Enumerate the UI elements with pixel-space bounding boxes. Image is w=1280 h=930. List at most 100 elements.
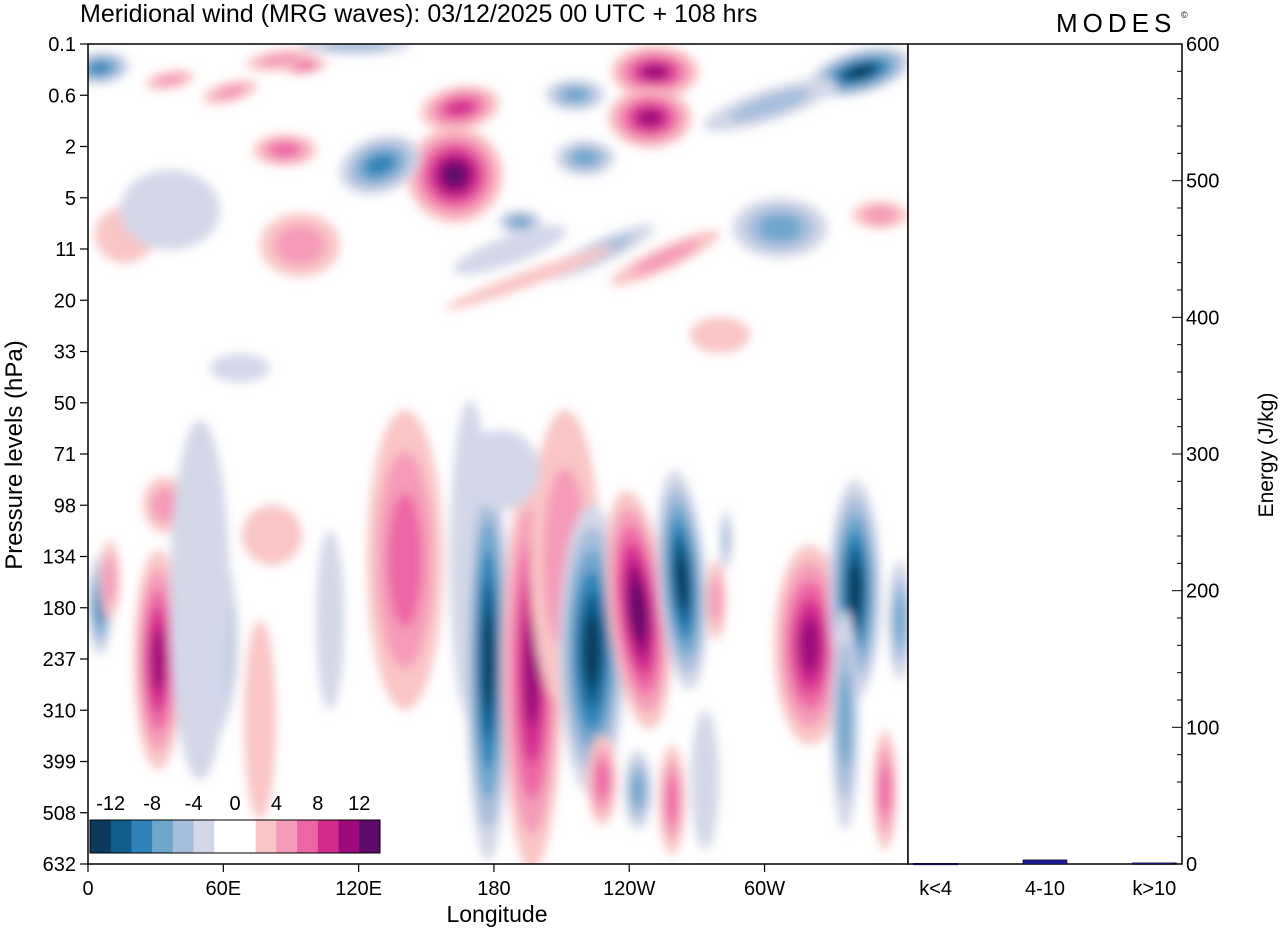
negative-wind-contour	[482, 611, 494, 709]
energy-category-label: 4-10	[1025, 878, 1065, 900]
pressure-tick-label: 632	[43, 854, 76, 876]
positive-wind-contour	[388, 493, 422, 627]
colorbar-swatch	[214, 820, 236, 853]
energy-axis-label: Energy (J/kg)	[1255, 393, 1278, 518]
negative-wind-contour	[675, 553, 689, 607]
colorbar-swatch	[338, 820, 360, 853]
longitude-tick-label: 180	[477, 878, 510, 900]
colorbar-swatch	[235, 820, 257, 853]
positive-wind-contour	[213, 84, 247, 100]
positive-wind-contour	[709, 575, 723, 625]
positive-wind-contour	[595, 760, 609, 800]
negative-wind-contour	[453, 225, 567, 275]
positive-wind-contour	[666, 775, 678, 825]
pressure-tick-label: 33	[54, 342, 76, 364]
colorbar-label: 12	[348, 793, 370, 815]
energy-tick-label: 300	[1186, 444, 1219, 466]
energy-tick-label: 0	[1186, 854, 1197, 876]
negative-wind-contour	[728, 88, 812, 122]
energy-tick-label: 600	[1186, 34, 1219, 56]
positive-wind-contour	[295, 62, 315, 70]
positive-wind-contour	[446, 100, 474, 116]
colorbar: -12 -8 -4 0 4 8 12	[89, 793, 381, 854]
energy-panel-frame	[907, 43, 1183, 865]
colorbar-label: 0	[229, 793, 240, 815]
pressure-tick-label: 11	[55, 239, 76, 261]
negative-wind-contour	[89, 62, 111, 74]
pressure-axis: 0.1 0.6 2 5 11 20 33 50 71 98 134 180 237 310 399 508 63…	[43, 34, 88, 876]
energy-category-label: k<4	[919, 878, 952, 900]
positive-wind-contour	[242, 505, 302, 565]
positive-wind-contour	[642, 64, 668, 80]
longitude-tick-label: 60E	[206, 878, 242, 900]
positive-wind-contour	[270, 142, 300, 158]
negative-wind-contour	[321, 44, 389, 52]
negative-wind-contour	[316, 530, 344, 710]
positive-wind-contour	[879, 763, 891, 817]
negative-wind-contour	[894, 593, 906, 647]
negative-wind-contour	[722, 521, 730, 559]
wind-contour-field	[88, 44, 908, 864]
colorbar-swatch	[131, 820, 153, 853]
pressure-tick-label: 310	[43, 700, 76, 722]
longitude-tick-label: 0	[82, 878, 93, 900]
energy-bars: k<4 4-10 k>10	[913, 859, 1177, 900]
pressure-tick-label: 20	[54, 290, 76, 312]
colorbar-swatch	[297, 820, 319, 853]
brand-mark: ©	[1181, 10, 1188, 20]
positive-wind-contour	[445, 246, 615, 310]
colorbar-label: 4	[271, 793, 282, 815]
negative-wind-contour	[460, 430, 540, 510]
negative-wind-contour	[210, 354, 270, 382]
negative-wind-contour	[838, 671, 852, 769]
longitude-axis: 0 60E 120E 180 120W 60W	[82, 864, 785, 900]
brand-logo: MODES	[1056, 8, 1176, 38]
negative-wind-contour	[571, 150, 599, 166]
positive-wind-contour	[799, 616, 821, 674]
colorbar-label: 8	[312, 793, 323, 815]
positive-wind-contour	[638, 109, 662, 127]
colorbar-swatch	[152, 820, 174, 853]
longitude-tick-label: 60W	[744, 878, 785, 900]
positive-wind-contour	[443, 163, 467, 187]
negative-wind-contour	[758, 214, 802, 242]
positive-wind-contour	[631, 241, 699, 275]
energy-tick-label: 500	[1186, 171, 1219, 193]
colorbar-label: -12	[96, 793, 125, 815]
energy-tick-label: 400	[1186, 307, 1219, 329]
pressure-tick-label: 2	[65, 137, 76, 159]
energy-bar	[1022, 859, 1068, 865]
pressure-tick-label: 134	[43, 547, 76, 569]
colorbar-swatch	[90, 820, 112, 853]
energy-category-label: k>10	[1132, 878, 1176, 900]
pressure-tick-label: 5	[65, 188, 76, 210]
y-axis-label: Pressure levels (hPa)	[1, 340, 28, 569]
colorbar-swatch	[359, 820, 381, 853]
colorbar-swatch	[317, 820, 340, 853]
colorbar-swatch	[193, 820, 215, 853]
colorbar-label: -8	[143, 793, 161, 815]
pressure-tick-label: 0.6	[48, 85, 76, 107]
negative-wind-contour	[631, 772, 645, 808]
energy-bar	[913, 863, 958, 866]
negative-wind-contour	[510, 216, 530, 228]
x-axis-label: Longitude	[446, 901, 547, 927]
energy-bar	[1132, 862, 1177, 865]
pressure-tick-label: 508	[43, 803, 76, 825]
positive-wind-contour	[862, 206, 898, 224]
pressure-tick-label: 237	[43, 649, 76, 671]
pressure-tick-label: 50	[54, 393, 76, 415]
colorbar-frame	[89, 819, 381, 854]
pressure-tick-label: 180	[43, 598, 76, 620]
pressure-tick-label: 71	[54, 444, 76, 466]
positive-wind-contour	[103, 555, 117, 605]
positive-wind-contour	[275, 225, 325, 265]
colorbar-label: -4	[185, 793, 203, 815]
positive-wind-contour	[151, 487, 179, 523]
longitude-tick-label: 120E	[335, 878, 382, 900]
positive-wind-contour	[244, 620, 276, 820]
energy-tick-label: 200	[1186, 581, 1219, 603]
negative-wind-contour	[584, 614, 600, 686]
pressure-tick-label: 0.1	[48, 34, 76, 56]
